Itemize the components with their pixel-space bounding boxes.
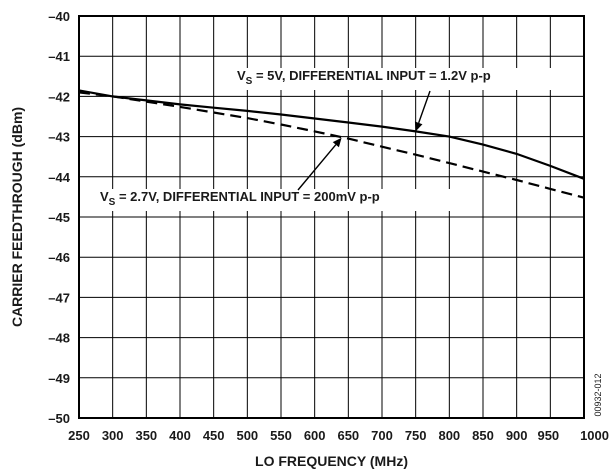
- y-tick-label: –45: [48, 210, 70, 225]
- y-tick-label: –50: [48, 411, 70, 426]
- x-tick-label: 650: [337, 428, 359, 443]
- annotation-arrow: [419, 91, 430, 123]
- y-tick-label: –49: [48, 371, 70, 386]
- y-tick-label: –43: [48, 130, 70, 145]
- x-tick-label: 1000: [580, 428, 609, 443]
- y-tick-label: –42: [48, 89, 70, 104]
- x-tick-label: 400: [169, 428, 191, 443]
- x-tick-label: 550: [270, 428, 292, 443]
- series-line-dashed: [79, 92, 584, 197]
- figure-id: 00932-012: [593, 373, 603, 416]
- y-tick-label: –47: [48, 290, 70, 305]
- y-tick-label: –44: [48, 170, 70, 185]
- x-tick-label: 300: [102, 428, 124, 443]
- y-axis-label: CARRIER FEEDTHROUGH (dBm): [9, 107, 25, 327]
- x-tick-label: 800: [438, 428, 460, 443]
- y-tick-label: –46: [48, 250, 70, 265]
- y-tick-label: –48: [48, 331, 70, 346]
- x-tick-label: 850: [472, 428, 494, 443]
- y-tick-label: –40: [48, 9, 70, 24]
- annotations: VS = 5V, DIFFERENTIAL INPUT = 1.2V p-pVS…: [94, 68, 590, 211]
- x-tick-label: 950: [537, 428, 559, 443]
- x-tick-label: 450: [203, 428, 225, 443]
- x-tick-label: 700: [371, 428, 393, 443]
- x-tick-label: 350: [135, 428, 157, 443]
- x-axis-label: LO FREQUENCY (MHz): [255, 453, 408, 469]
- annotation-arrowhead: [415, 122, 423, 132]
- x-tick-label: 750: [405, 428, 427, 443]
- annotation-arrow: [298, 145, 336, 190]
- x-tick-label: 900: [506, 428, 528, 443]
- y-tick-label: –41: [48, 49, 70, 64]
- series-lines: [79, 90, 584, 197]
- x-tick-label: 600: [304, 428, 326, 443]
- x-tick-label: 250: [68, 428, 90, 443]
- x-tick-label: 500: [236, 428, 258, 443]
